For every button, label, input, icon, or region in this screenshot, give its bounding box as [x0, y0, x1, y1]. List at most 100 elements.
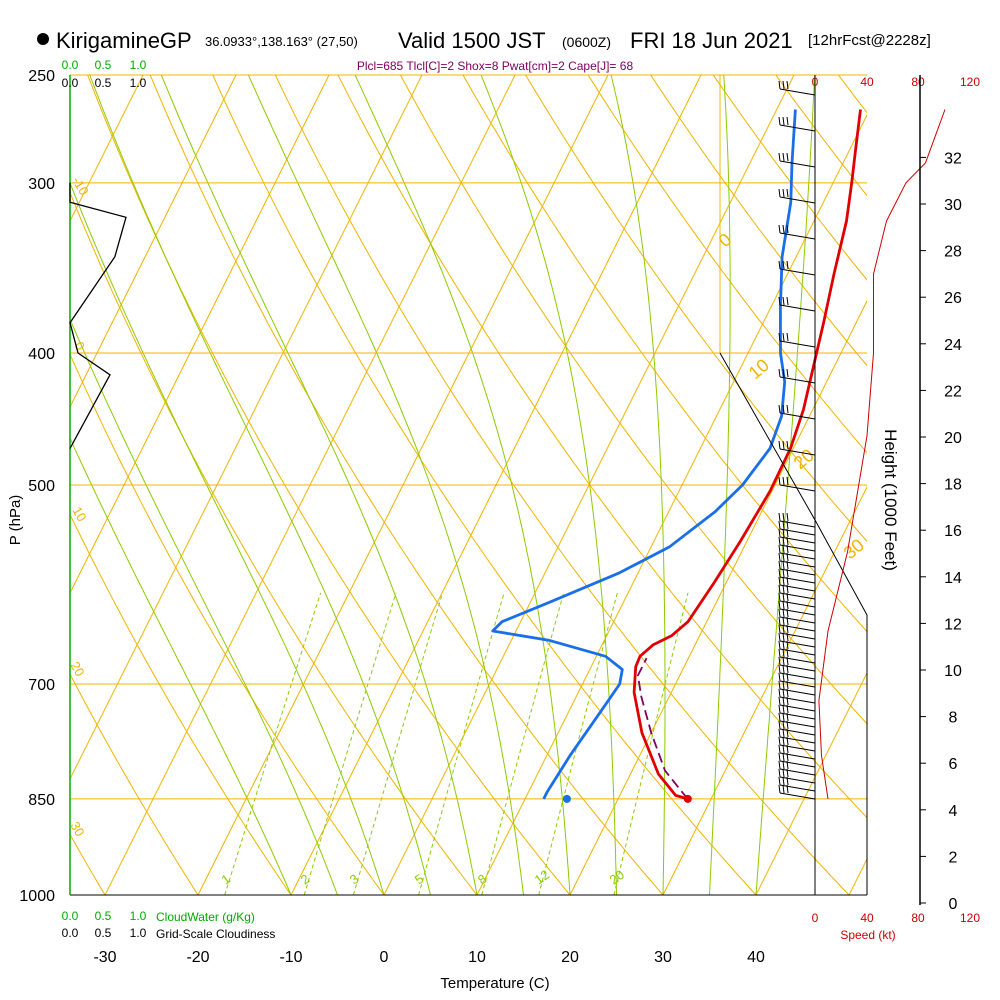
wind-barb-flag: [782, 224, 785, 234]
dry-adiabat-line: [525, 75, 867, 543]
wind-barb-flag: [778, 600, 781, 610]
wind-barb-flag: [786, 744, 789, 754]
dry-adiabat-label: 30: [840, 535, 868, 563]
moist-adiabat-line: [610, 75, 666, 895]
wind-barb-flag: [786, 80, 789, 90]
wind-barb-flag: [786, 568, 789, 578]
dry-adiabat-line: [70, 353, 385, 895]
wind-barb-flag: [778, 608, 781, 618]
dry-adiabat-line: [149, 75, 664, 895]
moist-adiabat-line: [709, 75, 731, 895]
wind-barb-staff: [779, 616, 816, 624]
pressure-tick-label: 400: [28, 346, 55, 363]
wind-barb-staff: [779, 584, 816, 592]
wind-barb-staff: [779, 536, 816, 544]
valid-time-utc: (0600Z): [562, 34, 612, 50]
temperature-tick-label: -10: [279, 949, 302, 966]
cloud-water-tick-label: 1.0: [130, 58, 147, 72]
wind-speed-profile-line: [818, 109, 946, 799]
wind-barb-staff: [779, 232, 816, 240]
wind-barb-flag: [782, 784, 785, 794]
height-tick-label: 18: [944, 477, 962, 494]
wind-barb-flag: [782, 744, 785, 754]
wind-barb-staff: [779, 744, 816, 752]
isotherm-line: [70, 75, 144, 223]
wind-barb-staff: [779, 792, 816, 800]
moist-adiabat-line: [354, 75, 571, 895]
wind-barb-flag: [782, 476, 785, 486]
wind-barb-flag: [782, 664, 785, 674]
wind-barb-flag: [778, 760, 781, 770]
wind-speed-tick-label: 80: [911, 911, 925, 925]
wind-barb-flag: [778, 404, 781, 414]
wind-barb-flag: [782, 752, 785, 762]
wind-barb-flag: [782, 560, 785, 570]
cloud-water-tick-label: 0.5: [95, 58, 112, 72]
wind-barb-flag: [782, 680, 785, 690]
wind-barb-flag: [782, 116, 785, 126]
station-marker-icon: [37, 33, 49, 45]
wind-barb-flag: [778, 568, 781, 578]
wind-speed-tick-label: 120: [960, 911, 980, 925]
dry-adiabat-line: [399, 75, 867, 725]
temperature-tick-label: 30: [654, 949, 672, 966]
wind-barb-staff: [779, 664, 816, 672]
cloud-water-tick-label: 1.0: [130, 909, 147, 923]
wind-barb-staff: [779, 696, 816, 704]
wind-barb-flag: [778, 584, 781, 594]
moist-adiabat-line: [247, 75, 524, 895]
wind-barb-flag: [782, 688, 785, 698]
wind-barb-flag: [782, 728, 785, 738]
wind-barb-flag: [786, 224, 789, 234]
wind-barb-flag: [782, 440, 785, 450]
wind-barb-flag: [786, 736, 789, 746]
wind-barb-staff: [779, 340, 816, 348]
wind-barb-flag: [782, 648, 785, 658]
moist-adiabat-line: [755, 75, 816, 895]
wind-barb-staff: [779, 576, 816, 584]
wind-barb-flag: [778, 592, 781, 602]
wind-barb-staff: [779, 592, 816, 600]
surface-dewpoint-dot: [562, 794, 571, 803]
wind-barb-flag: [778, 296, 781, 306]
wind-barb-staff: [779, 728, 816, 736]
cloud-water-label: CloudWater (g/Kg): [156, 910, 255, 924]
wind-barb-flag: [786, 680, 789, 690]
temperature-tick-label: 20: [561, 949, 579, 966]
wind-barb-flag: [786, 704, 789, 714]
dry-adiabat-line: [87, 75, 571, 895]
wind-barb-flag: [782, 584, 785, 594]
station-coords: 36.0933°,138.163° (27,50): [205, 34, 358, 49]
wind-barb-flag: [778, 728, 781, 738]
cloudiness-tick-label: 0.0: [62, 926, 79, 940]
isotherm-line: [848, 857, 867, 895]
wind-barb-flag: [786, 712, 789, 722]
wind-barb-flag: [782, 656, 785, 666]
cloud-water-tick-label: 0.0: [62, 58, 79, 72]
wind-barb-flag: [782, 720, 785, 730]
wind-speed-tick-label: 0: [812, 911, 819, 925]
mixing-ratio-line: [418, 592, 505, 895]
wind-barb-staff: [779, 160, 816, 168]
wind-barb-staff: [779, 448, 816, 456]
moist-adiabat-line: [160, 75, 478, 895]
wind-barb-flag: [782, 696, 785, 706]
wind-barb-staff: [779, 484, 816, 492]
mixing-ratio-label: 12: [532, 867, 552, 888]
wind-barb-flag: [786, 648, 789, 658]
wind-barb-flag: [786, 260, 789, 270]
wind-barb-flag: [782, 332, 785, 342]
wind-barb-flag: [778, 224, 781, 234]
wind-barb-staff: [779, 688, 816, 696]
wind-barb-staff: [779, 376, 816, 384]
wind-barb-flag: [786, 776, 789, 786]
wind-speed-tick-label: 0: [812, 75, 819, 89]
wind-barb-flag: [778, 332, 781, 342]
surface-temperature-dot: [683, 794, 692, 803]
wind-barb-flag: [778, 528, 781, 538]
dry-adiabat-line: [274, 75, 850, 895]
wind-barbs: [778, 75, 816, 895]
wind-barb-flag: [786, 512, 789, 522]
temperature-profile-line: [632, 109, 862, 801]
